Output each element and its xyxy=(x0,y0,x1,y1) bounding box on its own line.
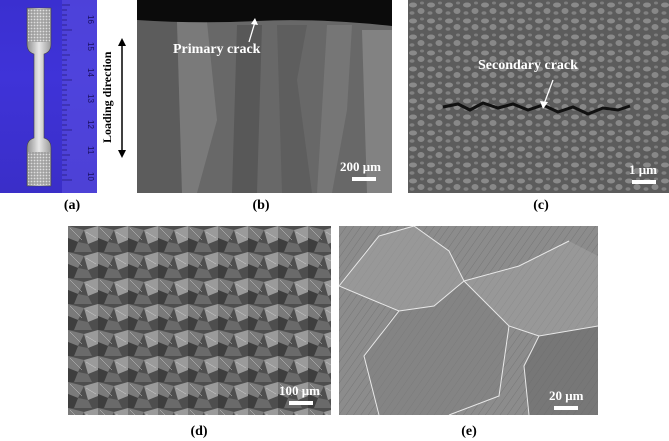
panel-d-fractograph: 100 μm xyxy=(68,226,331,415)
ruler-number: 15 xyxy=(86,42,95,51)
panel-b-texture xyxy=(137,0,392,193)
loading-direction-label: Loading direction xyxy=(100,51,114,144)
panel-e-fractograph: 20 μm xyxy=(339,226,598,415)
crack-pointer-arrow xyxy=(248,21,256,43)
scale-label-b: 200 μm xyxy=(340,159,381,174)
scalebar-e xyxy=(554,406,578,410)
ruler-number: 10 xyxy=(86,172,95,181)
scalebar-b xyxy=(352,177,376,181)
panel-c-texture xyxy=(408,0,669,193)
ruler-number: 11 xyxy=(86,146,95,155)
ruler-number: 12 xyxy=(86,120,95,129)
primary-crack-label: Primary crack xyxy=(173,42,261,57)
ruler-number: 13 xyxy=(86,94,95,103)
crack-pointer-arrow xyxy=(543,79,554,105)
caption-c: (c) xyxy=(533,198,549,213)
scale-label-e: 20 μm xyxy=(549,388,584,403)
ruler-number: 16 xyxy=(86,15,95,24)
panel-a-specimen-photo: 16 15 14 13 12 11 10 xyxy=(0,0,97,193)
caption-a: (a) xyxy=(63,198,81,213)
panel-b-micrograph: Primary crack 200 μm xyxy=(137,0,392,193)
panel-e-texture xyxy=(339,226,598,415)
panel-c-micrograph: Secondary crack 1 μm xyxy=(408,0,669,193)
scale-label-c: 1 μm xyxy=(629,162,657,177)
ruler-number: 14 xyxy=(86,68,95,77)
ruler-ticks xyxy=(62,4,72,181)
scalebar-d xyxy=(289,401,313,405)
secondary-crack-label: Secondary crack xyxy=(478,58,578,73)
panel-d-texture xyxy=(68,226,331,415)
specimen-illustration: 16 15 14 13 12 11 10 xyxy=(26,0,97,193)
caption-b: (b) xyxy=(252,198,270,213)
scale-label-d: 100 μm xyxy=(279,383,320,398)
ruler-numbers: 16 15 14 13 12 11 10 xyxy=(86,15,95,181)
scalebar-c xyxy=(632,180,656,184)
caption-d: (d) xyxy=(190,424,208,439)
loading-direction-arrow-icon xyxy=(118,38,126,158)
caption-e: (e) xyxy=(461,424,477,439)
